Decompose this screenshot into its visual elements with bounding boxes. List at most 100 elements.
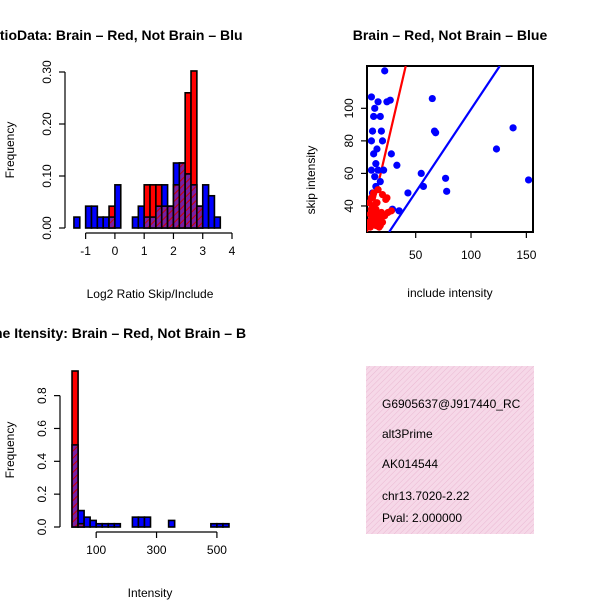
not-brain-point <box>432 129 440 137</box>
ratio-histogram-bar <box>90 205 99 229</box>
not-brain-point <box>393 161 401 169</box>
intensity-histogram-ylabel: Frequency <box>3 422 17 479</box>
ratio-histogram-overlap-bar <box>166 205 175 229</box>
scatter-x-tick-label: 150 <box>516 248 536 262</box>
ratio-histogram-bar <box>213 216 222 229</box>
not-brain-fit-line <box>388 66 501 232</box>
not-brain-point <box>367 93 376 101</box>
ratio-histogram-y-tick-label: 0.00 <box>40 216 54 240</box>
ratio-histogram-bar <box>73 216 81 229</box>
ratio-histogram-y-tick-label: 0.30 <box>40 60 54 84</box>
not-brain-point <box>419 182 428 191</box>
ratio-histogram-bar <box>201 184 210 229</box>
ratio-histogram-overlap-bar <box>108 216 116 229</box>
ratio-histogram-x-tick-label: 4 <box>229 244 236 258</box>
intensity-histogram-bar <box>143 516 152 528</box>
scatter-title: Brain – Red, Not Brain – Blue <box>353 27 548 43</box>
ratio-histogram-x-tick-label: 0 <box>112 244 119 258</box>
brain-point <box>372 205 380 213</box>
scatter-y-tick-label: 60 <box>342 166 356 180</box>
not-brain-point <box>377 127 385 135</box>
not-brain-point <box>380 166 388 174</box>
scatter-y-tick-label: 80 <box>342 134 356 148</box>
not-brain-point <box>370 112 378 121</box>
not-brain-point <box>387 150 395 158</box>
intensity-histogram-overlap-bar <box>77 522 85 528</box>
not-brain-point <box>367 137 376 145</box>
not-brain-point <box>371 173 379 181</box>
info-probe-id: G6905637@J917440_RC <box>382 397 521 411</box>
intensity-histogram-bar <box>107 522 116 528</box>
intensity-histogram-y-tick-label: 0.4 <box>35 453 49 470</box>
ratio-histogram-x-tick-label: 1 <box>141 244 148 258</box>
info-panel: G6905637@J917440_RC alt3Prime AK014544 c… <box>366 366 534 534</box>
ratio-histogram: RatioData: Brain – Red, Not Brain – Blu … <box>0 27 243 301</box>
ratio-histogram-overlap-bar <box>184 173 192 229</box>
not-brain-point <box>395 207 403 215</box>
scatter-x-tick-label: 50 <box>409 248 423 262</box>
ratio-histogram-bar <box>137 205 145 229</box>
ratio-histogram-title: RatioData: Brain – Red, Not Brain – Blu <box>0 27 243 43</box>
info-location: chr13.7020-2.22 <box>382 489 470 503</box>
not-brain-point <box>386 96 394 104</box>
ratio-histogram-x-tick-label: 2 <box>170 244 177 258</box>
ratio-histogram-ylabel: Frequency <box>3 122 17 179</box>
intensity-histogram-y-tick-label: 0.0 <box>35 518 49 535</box>
intensity-histogram-title: ne Itensity: Brain – Red, Not Brain – B <box>0 325 246 341</box>
ratio-histogram-overlap-bar <box>196 205 204 229</box>
not-brain-point <box>368 127 377 135</box>
ratio-histogram-overlap-bar <box>190 184 198 229</box>
not-brain-point <box>367 166 376 174</box>
intensity-histogram-bar <box>95 522 104 528</box>
ratio-histogram-bar <box>207 194 216 229</box>
ratio-histogram-xlabel: Log2 Ratio Skip/Include <box>87 287 214 301</box>
ratio-histogram-overlap-bar <box>155 205 163 229</box>
info-event-type: alt3Prime <box>382 427 433 441</box>
scatter-x-tick-label: 100 <box>461 248 481 262</box>
scatter-xlabel: include intensity <box>407 286 492 300</box>
not-brain-point <box>417 169 425 178</box>
intensity-histogram-y-tick-label: 0.2 <box>35 485 49 502</box>
intensity-histogram-x-tick-label: 300 <box>147 543 167 557</box>
not-brain-point <box>376 112 384 121</box>
brain-point <box>367 223 374 231</box>
intensity-histogram-bar <box>222 522 230 528</box>
brain-point <box>374 186 382 194</box>
ratio-histogram-bar <box>114 184 122 229</box>
ratio-histogram-bar <box>96 216 104 229</box>
ratio-histogram-overlap-bar <box>160 205 169 229</box>
scatter-ylabel: skip intensity <box>304 146 318 215</box>
info-accession: AK014544 <box>382 457 438 471</box>
intensity-histogram-bar <box>113 522 122 528</box>
scatter-plot-box <box>366 65 534 233</box>
ratio-histogram-y-tick-label: 0.10 <box>40 164 54 188</box>
info-panel-background <box>366 366 534 534</box>
not-brain-point <box>492 145 501 153</box>
scatter-y-tick-label: 40 <box>342 199 356 213</box>
not-brain-point <box>381 67 389 75</box>
not-brain-point <box>441 174 450 182</box>
ratio-histogram-y-tick-label: 0.20 <box>40 112 54 136</box>
not-brain-point <box>374 166 382 174</box>
not-brain-point <box>372 160 380 168</box>
scatter-y-tick-label: 100 <box>342 98 356 118</box>
brain-point <box>373 199 381 207</box>
not-brain-point <box>374 98 382 106</box>
ratio-histogram-bar <box>84 205 93 229</box>
intensity-histogram-xlabel: Intensity <box>128 586 173 600</box>
ratio-histogram-bar <box>102 216 110 229</box>
intensity-histogram-overlap-bar <box>71 444 79 528</box>
not-brain-point <box>378 137 387 145</box>
brain-point <box>382 195 390 204</box>
intensity-histogram-bar <box>210 522 218 528</box>
ratio-histogram-overlap-bar <box>149 216 157 229</box>
brain-point <box>376 221 384 230</box>
ratio-histogram-bar <box>131 216 140 229</box>
intensity-histogram-bar <box>137 516 146 528</box>
intensity-histogram: ne Itensity: Brain – Red, Not Brain – B … <box>0 325 246 600</box>
ratio-histogram-x-tick-label: -1 <box>80 244 91 258</box>
ratio-histogram-overlap-bar <box>178 162 186 229</box>
intensity-histogram-x-tick-label: 500 <box>207 543 227 557</box>
intensity-scatter: Brain – Red, Not Brain – Blue 50 100 150 40… <box>304 27 547 300</box>
intensity-histogram-bar <box>167 519 176 528</box>
